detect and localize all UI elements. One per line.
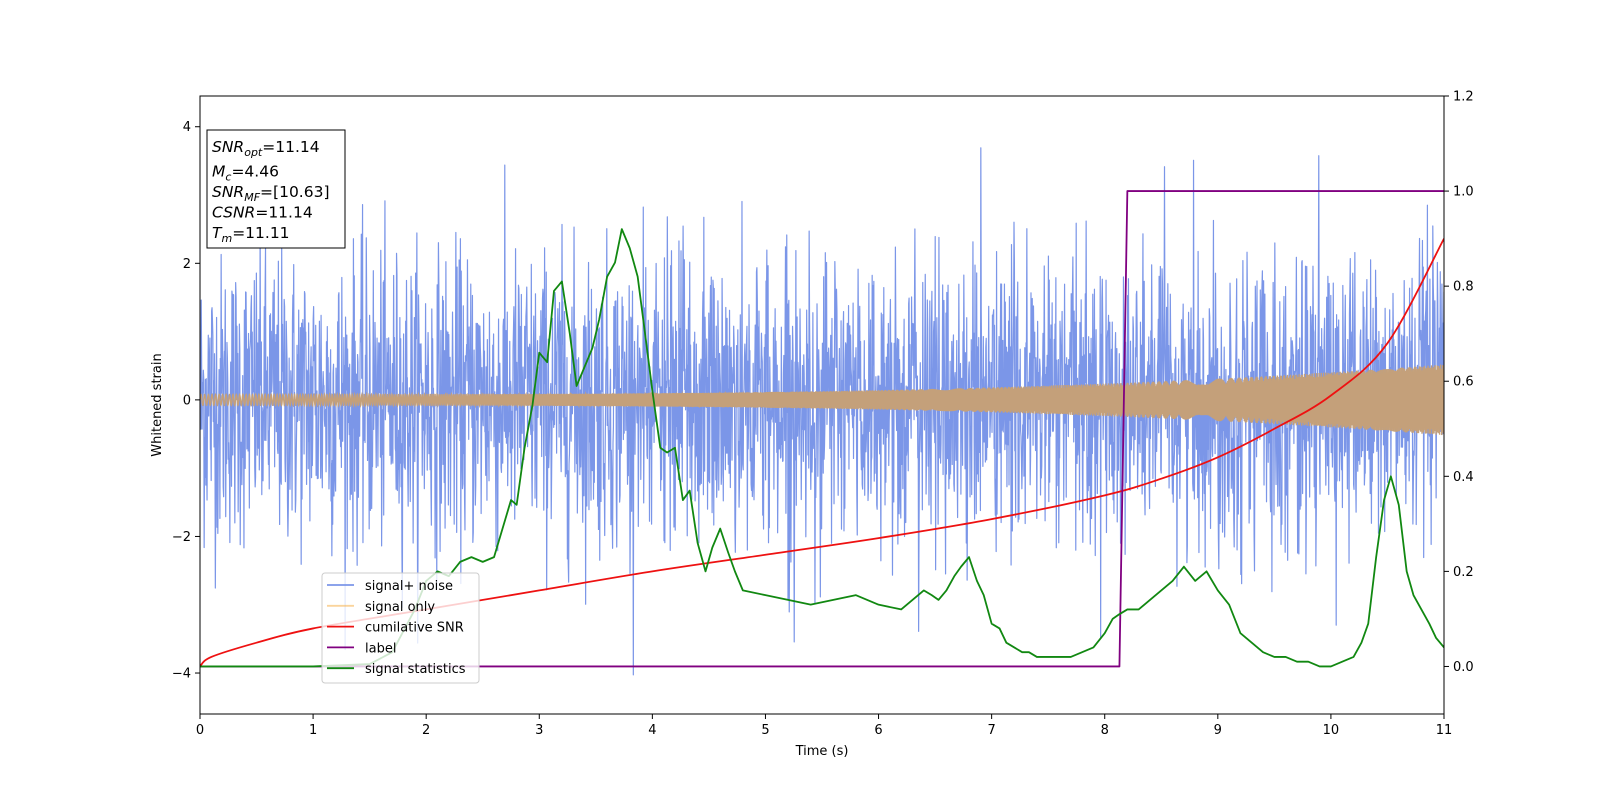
- legend-label: signal only: [365, 600, 435, 615]
- y-axis-label: Whitened strain: [150, 353, 165, 456]
- annotation-symbol: CSNR: [212, 204, 255, 222]
- legend-label: signal+ noise: [365, 579, 453, 594]
- legend-frame: [321, 572, 480, 684]
- annotation-value: =11.14: [255, 204, 312, 222]
- y-left-tick-label: −2: [172, 530, 191, 545]
- x-tick-label: 7: [987, 723, 995, 738]
- y-left-tick-label: 0: [183, 393, 191, 408]
- y-right-tick-label: 1.2: [1453, 90, 1474, 105]
- annotation-value: =[10.63]: [260, 183, 329, 201]
- x-tick-label: 10: [1323, 723, 1340, 738]
- series-signal-noise: [200, 147, 1444, 676]
- annotation-symbol: SNR: [212, 138, 244, 156]
- x-tick-label: 2: [422, 723, 430, 738]
- y-left-tick-label: 4: [183, 120, 191, 135]
- plot-frame: [199, 95, 1445, 715]
- x-tick-label: 4: [648, 723, 656, 738]
- axes-layer: 0 1 2 3 4 5 6 7 8 9 10 11 −4 −2 0 2 4 0.0 0.2 0.4 0.6 0.8 1.0 1…: [172, 90, 1474, 739]
- x-tick-label: 8: [1101, 723, 1109, 738]
- series-layer: [200, 147, 1444, 676]
- y-left-tick-label: −4: [172, 667, 191, 682]
- x-tick-label: 11: [1436, 723, 1453, 738]
- annotation-box: SNRopt=11.14Mc=4.46SNRMF=[10.63]CSNR=11.…: [206, 129, 346, 249]
- annotation-line: SNRopt=11.14: [212, 138, 320, 159]
- x-tick-label: 1: [309, 723, 317, 738]
- series-signal-statistics: [200, 228, 1444, 668]
- series-cumilative-snr: [200, 238, 1444, 668]
- legend-label: cumilative SNR: [365, 621, 464, 636]
- legend-label: signal statistics: [365, 662, 466, 677]
- annotation-subscript: opt: [244, 146, 263, 159]
- x-axis-label: Time (s): [795, 744, 849, 759]
- y-right-tick-label: 0.6: [1453, 375, 1474, 390]
- series-label: [200, 190, 1444, 668]
- y-right-tick-label: 1.0: [1453, 185, 1474, 200]
- y-right-tick-label: 0.2: [1453, 565, 1474, 580]
- legend-label: label: [365, 641, 396, 656]
- annotation-subscript: m: [221, 232, 232, 245]
- x-tick-label: 9: [1214, 723, 1222, 738]
- legend: signal+ noise signal only cumilative SNR la…: [321, 572, 480, 684]
- annotation-subscript: c: [225, 171, 231, 184]
- annotation-subscript: MF: [244, 191, 260, 204]
- annotation-line: SNRMF=[10.63]: [212, 183, 330, 204]
- annotation-symbol: SNR: [212, 183, 244, 201]
- series-signal-only: [200, 364, 1444, 436]
- annotation-value: =11.14: [262, 138, 319, 156]
- y-right-tick-label: 0.0: [1453, 660, 1474, 675]
- annotation-value: =11.11: [232, 224, 289, 242]
- annotation-line: CSNR=11.14: [212, 204, 313, 222]
- annotation-symbol: M: [212, 163, 225, 181]
- annotation-symbol: T: [212, 224, 223, 242]
- x-tick-label: 3: [535, 723, 543, 738]
- y-right-tick-label: 0.4: [1453, 470, 1474, 485]
- y-left-tick-label: 2: [183, 257, 191, 272]
- annotation-frame: [206, 129, 346, 249]
- x-tick-label: 0: [196, 723, 204, 738]
- annotation-line: Tm=11.11: [212, 224, 290, 245]
- x-tick-label: 6: [874, 723, 882, 738]
- annotation-value: =4.46: [231, 163, 279, 181]
- y-right-tick-label: 0.8: [1453, 280, 1474, 295]
- x-tick-label: 5: [761, 723, 769, 738]
- annotation-line: Mc=4.46: [212, 163, 279, 184]
